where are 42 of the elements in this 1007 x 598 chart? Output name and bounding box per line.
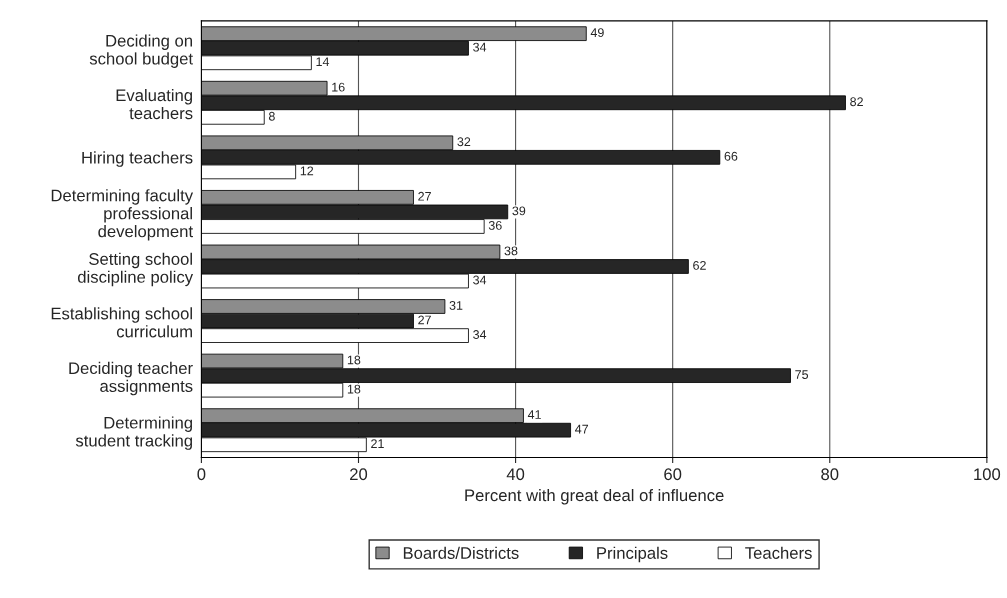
data-label: 12 <box>300 166 314 176</box>
data-label: 8 <box>268 111 275 121</box>
legend-label: Principals <box>597 546 668 563</box>
data-label: 18 <box>347 384 361 394</box>
data-label: 49 <box>590 28 604 38</box>
data-label: 62 <box>693 260 706 270</box>
x-tick-label: 60 <box>664 468 682 481</box>
data-label: 36 <box>488 220 502 230</box>
data-label: 66 <box>724 151 738 161</box>
data-label: 75 <box>795 370 809 379</box>
data-label: 16 <box>332 82 345 92</box>
data-label: 34 <box>473 42 487 52</box>
data-label: 34 <box>473 330 487 339</box>
y-tick-label: Deciding teacher assignments <box>69 361 193 396</box>
data-label: 32 <box>457 137 471 147</box>
data-label: 14 <box>316 57 330 66</box>
y-tick-label: Determining faculty professional development <box>51 189 194 241</box>
legend-label: Boards/Districts <box>403 546 519 559</box>
data-label: 82 <box>850 97 863 107</box>
y-tick-label: Determining student tracking <box>75 416 192 450</box>
data-label: 21 <box>371 439 384 448</box>
x-tick-label: 0 <box>197 468 206 481</box>
y-tick-label: Setting school discipline policy <box>77 252 194 287</box>
y-tick-label: Evaluating teachers <box>116 88 193 120</box>
x-tick-label: 40 <box>506 468 525 481</box>
x-tick-label: 20 <box>350 468 368 481</box>
data-label: 18 <box>347 355 361 365</box>
x-tick-label: 100 <box>974 468 1001 481</box>
y-tick-label: Hiring teachers <box>82 151 193 167</box>
data-label: 31 <box>449 301 463 310</box>
data-label: 34 <box>473 275 487 285</box>
data-label: 39 <box>512 206 526 216</box>
data-label: 38 <box>504 246 518 256</box>
x-axis-title: Percent with great deal of influence <box>465 488 724 505</box>
data-label: 27 <box>418 315 431 325</box>
y-tick-label: Deciding on school budget <box>89 34 193 68</box>
x-tick-label: 80 <box>821 468 839 481</box>
y-tick-label: Establishing school curriculum <box>51 307 192 338</box>
data-label: 27 <box>418 191 431 201</box>
legend-label: Teachers <box>745 546 812 559</box>
data-label: 41 <box>527 410 541 419</box>
data-label: 47 <box>575 424 589 434</box>
